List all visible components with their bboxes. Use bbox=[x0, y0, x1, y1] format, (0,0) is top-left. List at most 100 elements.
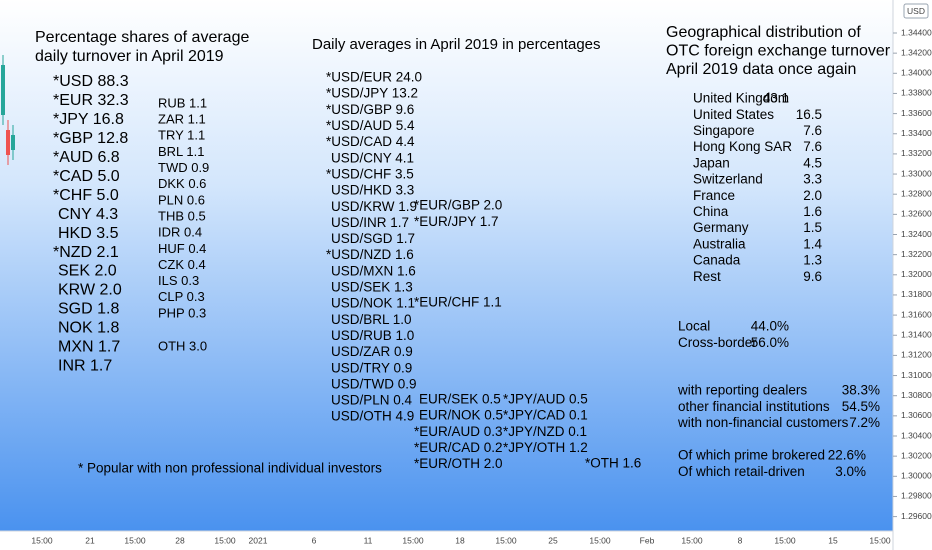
currency-share: NOK 1.8 bbox=[58, 320, 119, 337]
currency-share: *EUR 32.3 bbox=[53, 92, 129, 109]
price-label: 1.31000 bbox=[901, 370, 932, 380]
currency-label: USD bbox=[907, 6, 925, 16]
time-label: 6 bbox=[312, 535, 317, 545]
price-label: 1.32400 bbox=[901, 229, 932, 239]
price-label: 1.31200 bbox=[901, 350, 932, 360]
time-label: 25 bbox=[548, 535, 558, 545]
usd-pair: *USD/EUR 24.0 bbox=[326, 70, 422, 85]
usd-pair: USD/RUB 1.0 bbox=[331, 328, 414, 343]
country-name: China bbox=[693, 204, 729, 219]
usd-pair: USD/KRW 1.9 bbox=[331, 199, 417, 214]
country-value: 9.6 bbox=[803, 269, 822, 284]
price-label: 1.30000 bbox=[901, 471, 932, 481]
price-label: 1.32600 bbox=[901, 209, 932, 219]
price-axis bbox=[893, 0, 932, 550]
shares-title: daily turnover in April 2019 bbox=[35, 48, 224, 65]
time-label: 15 bbox=[828, 535, 838, 545]
geo-title: April 2019 data once again bbox=[666, 61, 856, 78]
currency-share-minor: TRY 1.1 bbox=[158, 128, 205, 143]
currency-share-minor: ILS 0.3 bbox=[158, 273, 199, 288]
usd-pair: *USD/GBP 9.6 bbox=[326, 102, 414, 117]
currency-share-minor: BRL 1.1 bbox=[158, 144, 205, 159]
candles bbox=[1, 55, 15, 165]
usd-pair: USD/SGD 1.7 bbox=[331, 231, 415, 246]
counterparty-name: with non-financial customers bbox=[677, 415, 849, 430]
country-value: 2.0 bbox=[803, 188, 822, 203]
time-label: 15:00 bbox=[402, 535, 424, 545]
country-name: United States bbox=[693, 107, 774, 122]
chart-area bbox=[0, 0, 893, 531]
jpy-pair: *JPY/AUD 0.5 bbox=[503, 392, 588, 407]
price-label: 1.30800 bbox=[901, 390, 932, 400]
counterparty-value: 38.3% bbox=[842, 383, 880, 398]
usd-pair: *USD/AUD 5.4 bbox=[326, 118, 415, 133]
currency-share-minor: TWD 0.9 bbox=[158, 160, 209, 175]
price-label: 1.32000 bbox=[901, 269, 932, 279]
country-value: 1.6 bbox=[803, 204, 822, 219]
location-value: 44.0% bbox=[751, 319, 789, 334]
currency-share: *CAD 5.0 bbox=[53, 168, 120, 185]
price-label: 1.32800 bbox=[901, 188, 932, 198]
country-value: 3.3 bbox=[803, 172, 822, 187]
usd-pair: USD/OTH 4.9 bbox=[331, 409, 414, 424]
jpy-pair: *JPY/NZD 0.1 bbox=[503, 424, 587, 439]
currency-share: MXN 1.7 bbox=[58, 339, 120, 356]
price-label: 1.29800 bbox=[901, 491, 932, 501]
currency-share: CNY 4.3 bbox=[58, 206, 118, 223]
currency-share-minor: CZK 0.4 bbox=[158, 257, 206, 272]
currency-share-minor: RUB 1.1 bbox=[158, 95, 207, 110]
country-name: France bbox=[693, 188, 735, 203]
currency-share: *NZD 2.1 bbox=[53, 244, 119, 261]
usd-pair: USD/MXN 1.6 bbox=[331, 263, 416, 278]
country-value: 7.6 bbox=[803, 123, 822, 138]
time-label: 15:00 bbox=[124, 535, 146, 545]
time-label: 21 bbox=[85, 535, 95, 545]
currency-share-minor: ZAR 1.1 bbox=[158, 112, 206, 127]
country-name: Hong Kong SAR bbox=[693, 139, 792, 154]
country-value: 7.6 bbox=[803, 139, 822, 154]
country-name: United Kingdom bbox=[693, 91, 789, 106]
execution-value: 3.0% bbox=[835, 464, 866, 479]
currency-share-other: OTH 3.0 bbox=[158, 338, 207, 353]
currency-share-minor: PHP 0.3 bbox=[158, 305, 206, 320]
price-label: 1.33400 bbox=[901, 128, 932, 138]
eur-pair: *EUR/JPY 1.7 bbox=[414, 214, 499, 229]
execution-value: 22.6% bbox=[828, 448, 866, 463]
time-label: Feb bbox=[640, 535, 655, 545]
jpy-pair: *JPY/CAD 0.1 bbox=[503, 408, 588, 423]
counterparty-name: with reporting dealers bbox=[677, 383, 807, 398]
time-label: 15:00 bbox=[214, 535, 236, 545]
time-label: 18 bbox=[455, 535, 465, 545]
usd-pair: USD/TWD 0.9 bbox=[331, 376, 417, 391]
counterparty-name: other financial institutions bbox=[678, 399, 830, 414]
counterparty-value: 54.5% bbox=[842, 399, 880, 414]
currency-share-minor: CLP 0.3 bbox=[158, 289, 205, 304]
country-name: Singapore bbox=[693, 123, 755, 138]
currency-share-minor: DKK 0.6 bbox=[158, 176, 206, 191]
execution-name: Of which prime brokered bbox=[678, 448, 825, 463]
usd-pair: USD/INR 1.7 bbox=[331, 215, 409, 230]
price-label: 1.30400 bbox=[901, 430, 932, 440]
time-label: 15:00 bbox=[31, 535, 53, 545]
currency-share: *GBP 12.8 bbox=[53, 130, 128, 147]
currency-share-minor: PLN 0.6 bbox=[158, 192, 205, 207]
country-name: Japan bbox=[693, 155, 730, 170]
time-label: 15:00 bbox=[869, 535, 891, 545]
currency-share-minor: THB 0.5 bbox=[158, 208, 206, 223]
country-value: 43.1 bbox=[763, 91, 789, 106]
price-label: 1.31600 bbox=[901, 309, 932, 319]
location-name: Local bbox=[678, 319, 710, 334]
usd-pair: USD/NOK 1.1 bbox=[331, 296, 415, 311]
currency-badge[interactable] bbox=[903, 3, 929, 19]
currency-share-minor: IDR 0.4 bbox=[158, 225, 202, 240]
time-label: 15:00 bbox=[774, 535, 796, 545]
country-name: Australia bbox=[693, 236, 746, 251]
location-value: 56.0% bbox=[751, 335, 789, 350]
country-value: 16.5 bbox=[796, 107, 822, 122]
currency-share: *JPY 16.8 bbox=[53, 111, 124, 128]
eur-pair: EUR/NOK 0.5 bbox=[419, 408, 503, 423]
time-label: 15:00 bbox=[495, 535, 517, 545]
country-name: Germany bbox=[693, 220, 749, 235]
pair-other: *OTH 1.6 bbox=[585, 456, 641, 471]
